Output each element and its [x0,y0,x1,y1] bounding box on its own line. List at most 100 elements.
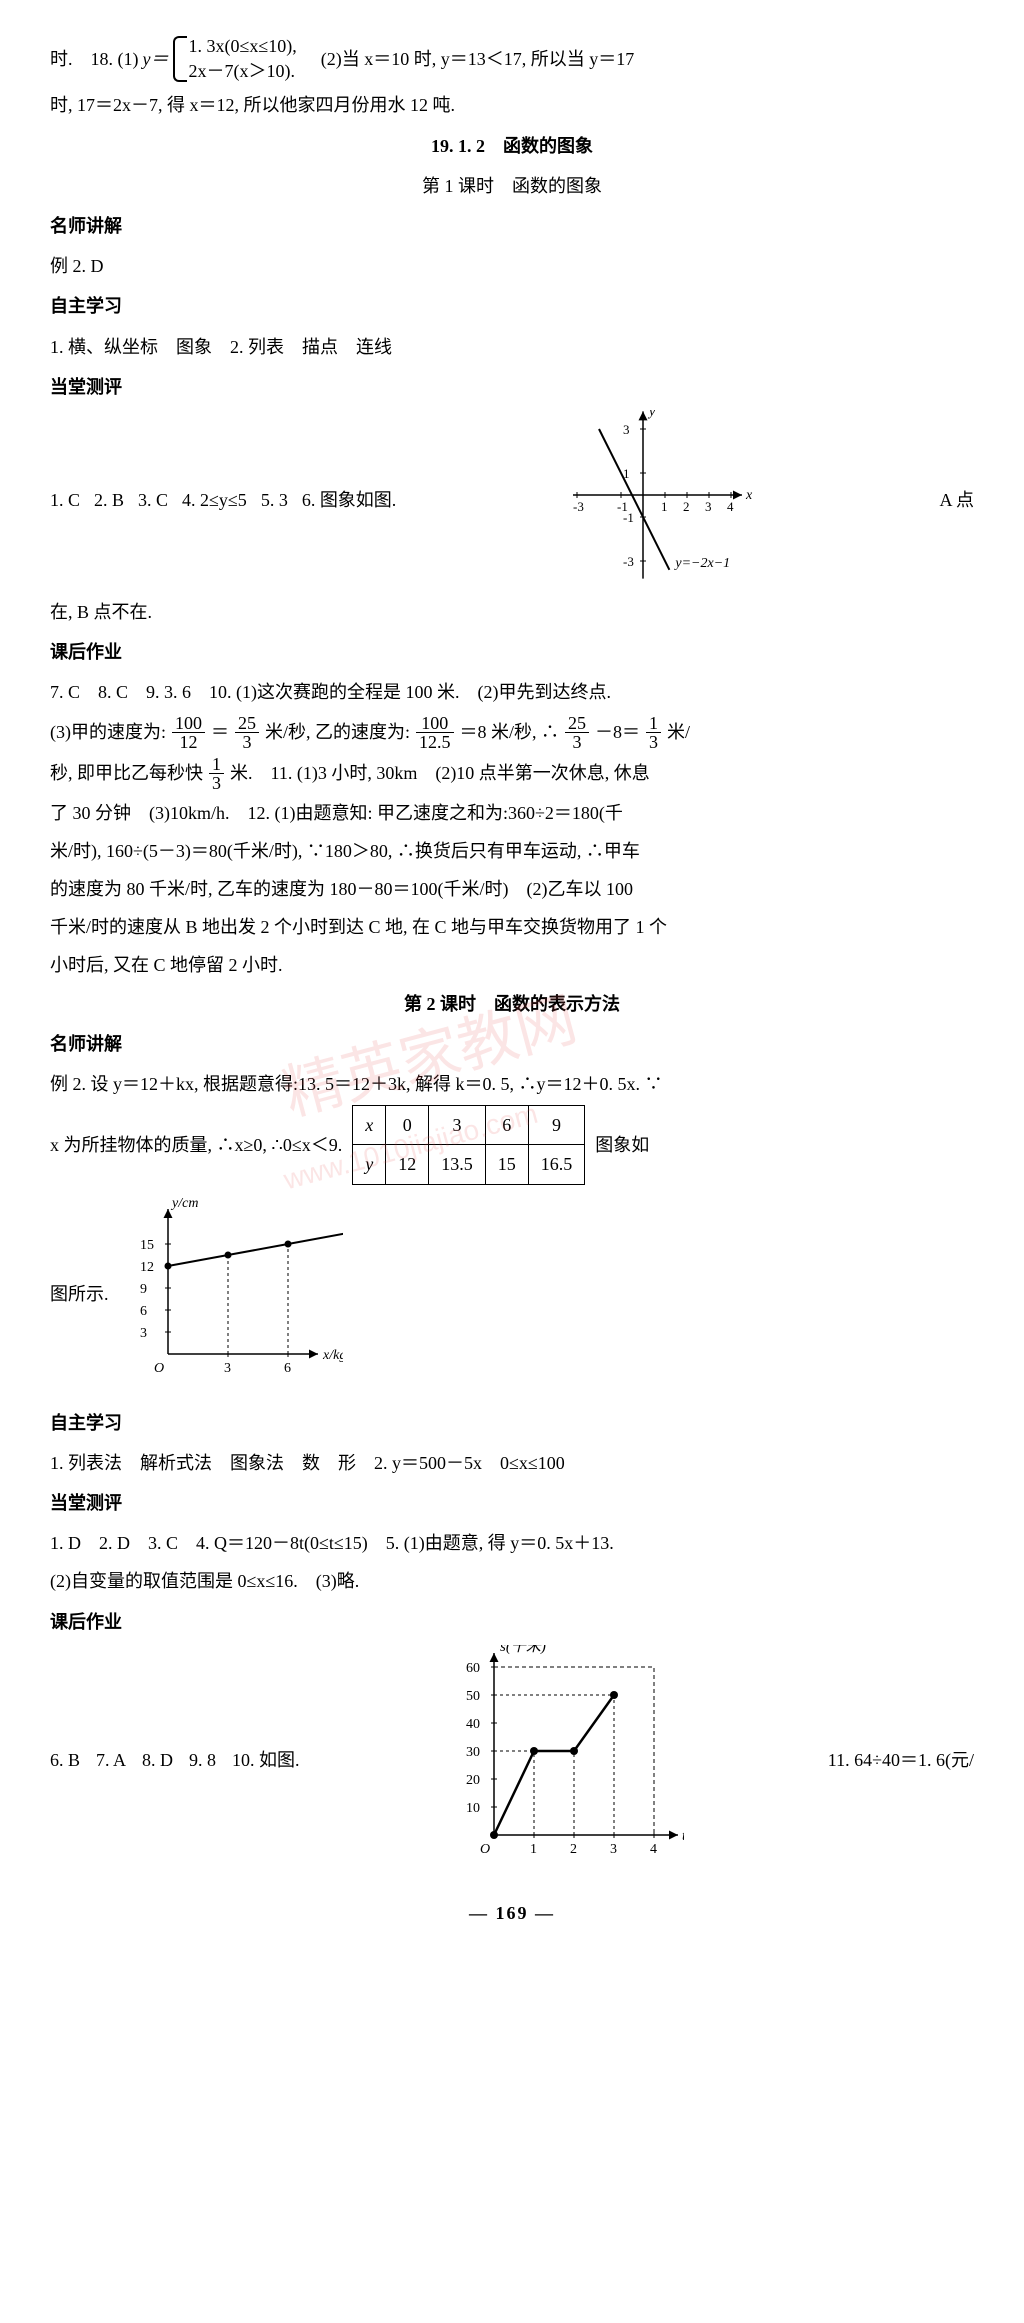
svg-text:40: 40 [466,1717,480,1732]
problem-18: 时. 18. (1) y＝ 1. 3x(0≤x≤10), 2x－7(x＞10).… [50,34,974,84]
ans-1: 1. C [50,483,80,517]
piecewise-bracket: 1. 3x(0≤x≤10), 2x－7(x＞10). [173,34,297,84]
page-footer: — 169 — [50,1896,974,1930]
lesson-subtitle: 第 1 课时 函数的图象 [50,169,974,203]
t: 米/ [667,715,690,749]
a-point-label: A 点 [939,483,974,517]
den: 3 [646,733,661,751]
table-row-y: y 12 13.5 15 16.5 [353,1145,585,1184]
table-intro: x 为所挂物体的质量, ∴x≥0, ∴0≤x＜9. [50,1128,342,1162]
xy-table: x 0 3 6 9 y 12 13.5 15 16.5 [352,1105,585,1184]
chart2-prefix: 图所示. [50,1277,109,1311]
cell: 0 [386,1106,429,1145]
num: 25 [235,714,259,733]
svg-text:4: 4 [727,499,734,514]
svg-text:y: y [647,410,656,419]
svg-text:6: 6 [284,1361,291,1376]
svg-text:1: 1 [661,499,668,514]
text-line: 时, 17＝2x－7, 得 x＝12, 所以他家四月份用水 12 吨. [50,88,974,122]
ans: 7. A [96,1743,126,1777]
svg-text:2: 2 [570,1842,577,1857]
svg-text:s(千米): s(千米) [500,1645,546,1655]
svg-text:x/kg: x/kg [322,1348,343,1363]
hw2-row: 6. B 7. A 8. D 9. 8 10. 如图. 102030405060… [50,1645,974,1876]
example-2-text: 例 2. 设 y＝12＋kx, 根据题意得:13. 5＝12＋3k, 解得 k＝… [50,1067,974,1101]
num: 1 [209,755,224,774]
cell: 12 [386,1145,429,1184]
svg-text:10: 10 [466,1801,480,1816]
t: 秒, 即甲比乙每秒快 [50,756,203,790]
lesson-subtitle-2: 第 2 课时 函数的表示方法 [50,987,974,1021]
heading-homework: 课后作业 [50,635,974,669]
hw-line-2: (3)甲的速度为: 10012 ＝ 253 米/秒, 乙的速度为: 10012.… [50,714,974,751]
svg-text:y=−2x−1: y=−2x−1 [673,556,730,571]
t: 米. 11. (1)3 小时, 30km (2)10 点半第一次休息, 休息 [230,756,650,790]
ans-2: 2. B [94,483,124,517]
heading-selfstudy-2: 自主学习 [50,1406,974,1440]
svg-text:3: 3 [610,1842,617,1857]
table-row-x: x 0 3 6 9 [353,1106,585,1145]
t: (3)甲的速度为: [50,715,166,749]
fraction: 13 [646,714,661,751]
heading-teacher-2: 名师讲解 [50,1027,974,1061]
chart-linear: -3-1123431-1-3xyy=−2x−1 [573,410,763,591]
ans-6: 6. 图象如图. [302,483,397,517]
ans: 10. 如图. [232,1743,300,1777]
svg-text:y/cm: y/cm [170,1196,198,1211]
test-answers-row: 1. C 2. B 3. C 4. 2≤y≤5 5. 3 6. 图象如图. -3… [50,410,974,591]
example-2d: 例 2. D [50,249,974,283]
y-equals: y＝ [143,42,169,76]
hw-line-5: 米/时), 160÷(5－3)＝80(千米/时), ∵180＞80, ∴换货后只… [50,834,974,868]
svg-text:x: x [745,488,753,503]
svg-text:-3: -3 [573,499,584,514]
y-eq: y＝ [143,49,169,69]
cell: 13.5 [429,1145,486,1184]
t: 米/秒, 乙的速度为: [265,715,410,749]
den: 3 [235,733,259,751]
heading-selfstudy: 自主学习 [50,289,974,323]
ans-right: 11. 64÷40＝1. 6(元/ [828,1743,974,1777]
b-point-line: 在, B 点不在. [50,595,974,629]
num: 1 [646,714,661,733]
eq: ＝ [211,715,229,749]
cell: 16.5 [528,1145,585,1184]
svg-text:2: 2 [683,499,690,514]
test2-line-1: 1. D 2. D 3. C 4. Q＝120－8t(0≤t≤15) 5. (1… [50,1526,974,1560]
hw-line-8: 小时后, 又在 C 地停留 2 小时. [50,948,974,982]
case-1: 1. 3x(0≤x≤10), [189,34,297,59]
svg-text:4: 4 [650,1842,657,1857]
t: －8＝ [595,715,640,749]
ans-4: 4. 2≤y≤5 [182,483,247,517]
case-2: 2x－7(x＞10). [189,59,297,84]
chart2-row: 图所示. 3691215369Oy/cmx/kg [50,1189,974,1400]
svg-text:1: 1 [530,1842,537,1857]
fraction: 13 [209,755,224,792]
heading-test: 当堂测评 [50,370,974,404]
num: 100 [172,714,205,733]
den: 12 [172,733,205,751]
cell: 15 [485,1145,528,1184]
hw-line-7: 千米/时的速度从 B 地出发 2 个小时到达 C 地, 在 C 地与甲车交换货物… [50,910,974,944]
cell: 3 [429,1106,486,1145]
test2-line-2: (2)自变量的取值范围是 0≤x≤16. (3)略. [50,1564,974,1598]
svg-text:O: O [154,1361,164,1376]
ans: 9. 8 [189,1743,216,1777]
page-number: 169 [496,1903,529,1923]
fraction: 253 [565,714,589,751]
cell: x [353,1106,386,1145]
ans: 8. D [142,1743,173,1777]
fraction: 253 [235,714,259,751]
svg-text:-1: -1 [623,510,634,525]
chart-ycm-xkg: 3691215369Oy/cmx/kg [113,1189,343,1400]
svg-text:20: 20 [466,1773,480,1788]
heading-homework-2: 课后作业 [50,1605,974,1639]
t: ＝8 米/秒, ∴ [460,715,560,749]
table-row: x 为所挂物体的质量, ∴x≥0, ∴0≤x＜9. x 0 3 6 9 y 12… [50,1105,974,1184]
svg-text:12: 12 [140,1260,154,1275]
svg-text:30: 30 [466,1745,480,1760]
svg-text:60: 60 [466,1661,480,1676]
den: 3 [565,733,589,751]
selfstudy-answers: 1. 横、纵坐标 图象 2. 列表 描点 连线 [50,330,974,364]
svg-text:-3: -3 [623,554,634,569]
text: 时. 18. (1) [50,42,139,76]
